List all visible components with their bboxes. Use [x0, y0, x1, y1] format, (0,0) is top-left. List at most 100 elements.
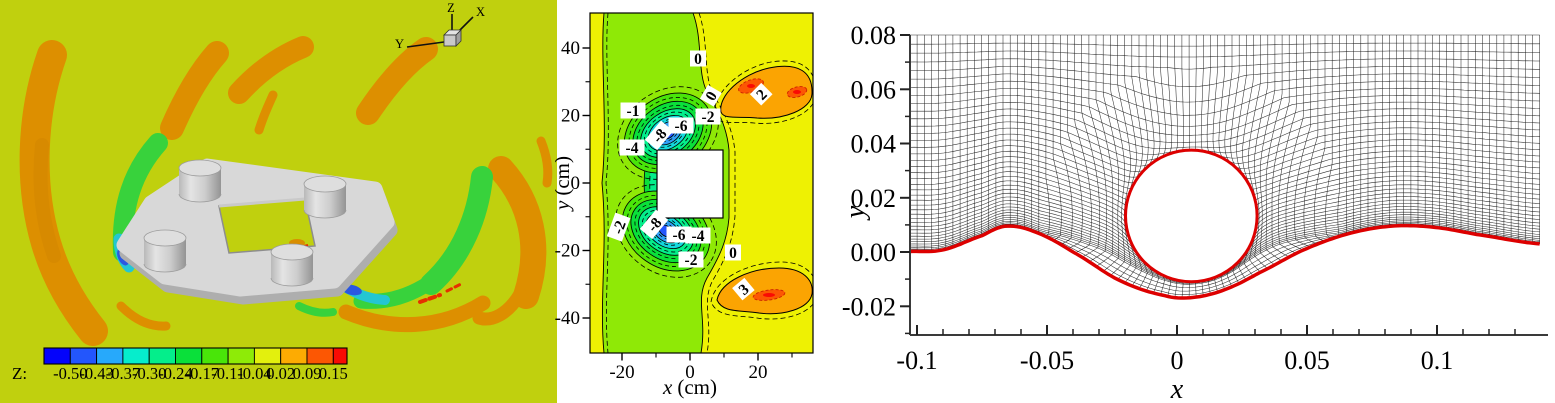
orange-contour-lobes — [19, 36, 553, 346]
y-tick-label: 0.08 — [851, 21, 897, 50]
x-tick-label: -20 — [609, 362, 634, 383]
mesh-line-vertical — [1285, 35, 1304, 251]
cylinder — [143, 229, 187, 273]
mesh-line-vertical — [1052, 35, 1062, 241]
mesh-line-vertical — [1337, 35, 1340, 237]
mesh-line-horizontal — [910, 220, 1540, 284]
contour-label: -6 — [668, 117, 694, 135]
contour-label: -4 — [685, 227, 711, 245]
contour-lobe — [356, 37, 438, 125]
x-tick-label: -0.05 — [1020, 346, 1074, 375]
contour-label-chip — [699, 84, 722, 107]
contour-label-chip — [668, 117, 694, 134]
contour-label: -8 — [644, 120, 674, 151]
contour-crescent — [295, 302, 337, 317]
x-tick-label: 0 — [1171, 346, 1184, 375]
colorbar-tick-label: -0.04 — [237, 364, 271, 383]
triad-cube-front — [443, 34, 457, 47]
cylinder — [178, 159, 222, 203]
mesh-line-horizontal — [910, 42, 1540, 47]
mesh-line-vertical — [1067, 35, 1083, 249]
mesh-line-horizontal — [910, 87, 1540, 127]
y-tick-label: -40 — [555, 308, 580, 329]
wavy-wall-boundary — [909, 223, 1540, 300]
contour-lobe — [472, 287, 527, 326]
mesh-line-vertical — [1110, 35, 1125, 276]
cylinder-base-rim — [303, 209, 347, 219]
contour-lobe — [254, 90, 278, 135]
colorbar-segment — [227, 347, 255, 365]
x-axis-label: x — [1170, 374, 1184, 403]
triad-x-label: X — [476, 5, 485, 19]
y-axis-label: y(cm) — [555, 156, 574, 212]
contour-lobe — [536, 136, 553, 188]
x-tick-label: 0 — [685, 362, 695, 383]
triad-x-axis-line — [457, 16, 474, 33]
y-tick-label: 0.04 — [851, 130, 897, 159]
contour-label-chip — [690, 50, 706, 67]
triad-y-label: Y — [395, 37, 404, 51]
colorbar-tick-label: -0.50 — [53, 364, 87, 383]
mesh-line-vertical — [1278, 35, 1297, 254]
cylinder-top — [270, 243, 314, 261]
mesh-line-vertical — [1314, 35, 1326, 242]
mesh-axes: -0.1 -0.05 0 0.05 0.1 0.08 0.06 0.04 0.02 0.00 -0.… — [842, 21, 1548, 375]
colorbar-segment — [122, 347, 150, 365]
mesh-line-horizontal — [910, 66, 1540, 87]
triad-cube-right — [455, 29, 462, 47]
lobe-peak — [793, 90, 801, 94]
contour-label-chip — [644, 120, 674, 151]
triad-y-axis-line — [406, 41, 445, 48]
contour-label-chip — [666, 226, 692, 243]
cylinder-top — [303, 175, 347, 193]
colorbar-tick-label: -0.37 — [106, 364, 140, 383]
colorbar-segment — [306, 347, 334, 365]
y-tick-label: -0.02 — [842, 292, 896, 321]
colorbar-border — [43, 347, 348, 365]
cylinder-base-rim — [270, 277, 314, 287]
mesh-line-horizontal — [910, 101, 1540, 143]
mesh-line-horizontal — [910, 73, 1540, 103]
contour-label-chip — [732, 277, 755, 301]
colorbar-segment — [175, 347, 203, 365]
contour-label-chip — [725, 244, 741, 261]
contour-label: 0 — [699, 84, 722, 107]
mesh-line-horizontal — [910, 223, 1540, 288]
positive-lobe-lower-dashed — [710, 261, 813, 320]
mesh-line-horizontal — [909, 80, 1540, 116]
contour-label-text: -6 — [675, 118, 688, 135]
colorbar-segment — [201, 347, 229, 365]
mesh-line-horizontal — [909, 115, 1540, 155]
colorbar-segment — [69, 347, 98, 365]
dashed-contour-left — [605, 13, 609, 353]
zero-contour-left — [601, 13, 605, 353]
contour-lobe — [116, 301, 171, 331]
peak-streak — [445, 281, 465, 293]
mesh-line-vertical — [1265, 35, 1283, 262]
contour-label: -2 — [678, 251, 704, 269]
cylinder-top — [178, 159, 222, 177]
lobe-peak — [763, 293, 775, 297]
contour-label-text: -2 — [702, 109, 715, 126]
contour-label-chip — [639, 209, 669, 240]
red-peak-streaks — [418, 281, 465, 304]
contour-label-text: -4 — [692, 228, 705, 245]
dashed-contour-right — [698, 13, 736, 353]
colorbar-segment — [332, 347, 348, 365]
contour-label-text: -2 — [685, 252, 698, 269]
mesh-line-horizontal — [909, 222, 1540, 285]
lobe-peak — [747, 84, 755, 88]
x-axis-label: x (cm) — [662, 375, 717, 399]
dashed-contour-ring — [641, 209, 691, 253]
x-tick-label: -0.1 — [896, 346, 937, 375]
cylindrical-bosses — [143, 159, 347, 287]
contour-lobe — [160, 41, 229, 140]
contour-label-chip — [620, 102, 646, 119]
contour-label: 3 — [732, 277, 755, 301]
y-tick-label: 0.00 — [851, 238, 897, 267]
contour-label-text: -2 — [609, 218, 629, 236]
mesh-line-vertical — [1303, 35, 1319, 245]
mesh-line-horizontal — [910, 94, 1540, 136]
